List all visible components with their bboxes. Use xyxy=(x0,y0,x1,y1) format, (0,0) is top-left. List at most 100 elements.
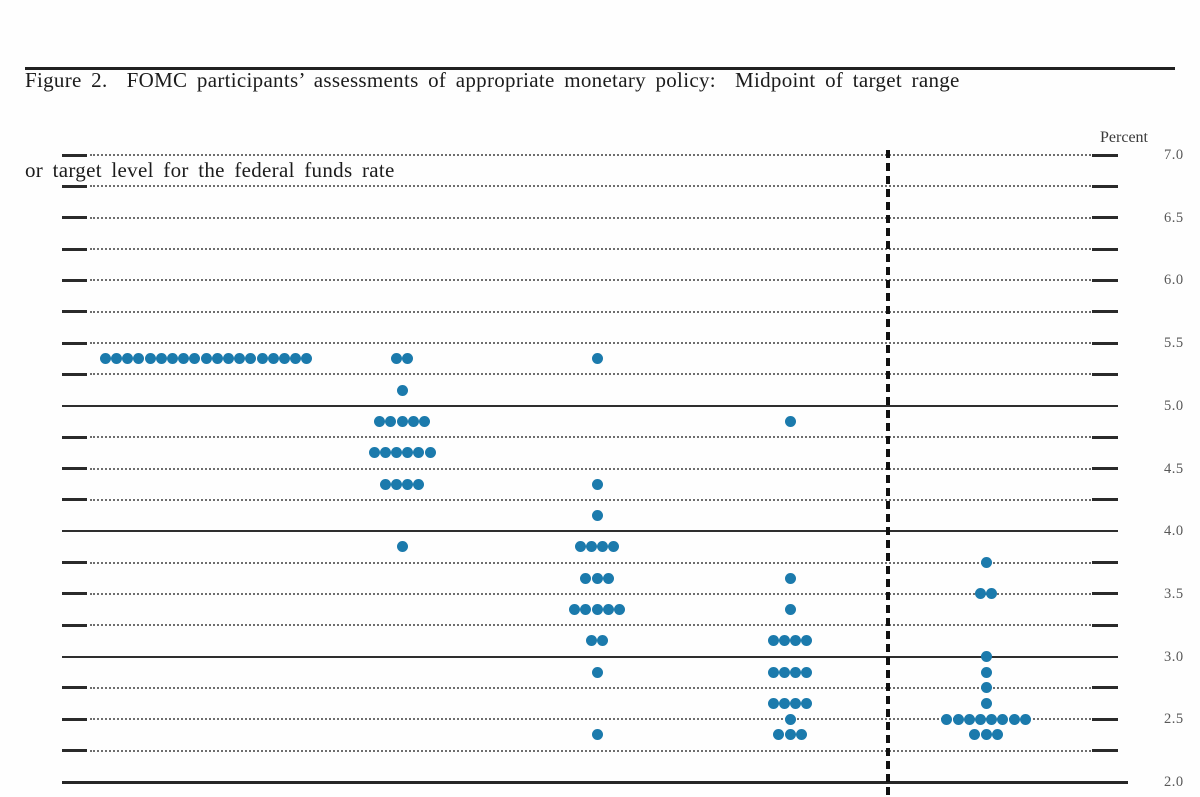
projection-dot xyxy=(189,353,201,365)
gridline-dotted xyxy=(90,467,1091,470)
gridline-dotted xyxy=(90,624,1091,627)
gridline-dotted xyxy=(90,185,1091,188)
title-rule xyxy=(25,67,1175,70)
projection-dot xyxy=(290,353,302,365)
projection-dot xyxy=(974,588,986,600)
projection-dot xyxy=(597,541,609,553)
projection-dot xyxy=(591,666,603,678)
projection-dot xyxy=(784,713,796,725)
axis-tick-right xyxy=(1092,686,1118,690)
axis-tick-right xyxy=(1092,435,1118,439)
y-axis-tick-label: 5.0 xyxy=(1164,397,1184,414)
projection-dot xyxy=(418,415,430,427)
projection-dot xyxy=(385,415,397,427)
projection-dot xyxy=(591,478,603,490)
gridline-dotted xyxy=(90,718,1091,721)
projection-dot xyxy=(986,588,998,600)
projection-dot xyxy=(602,604,614,616)
projection-dot xyxy=(980,698,992,710)
projection-dot xyxy=(413,447,425,459)
axis-tick-right xyxy=(1092,216,1118,220)
longer-run-separator xyxy=(886,150,890,797)
y-axis-tick-label: 4.5 xyxy=(1164,460,1184,477)
projection-dot xyxy=(790,635,802,647)
projection-dot xyxy=(591,572,603,584)
projection-dot xyxy=(778,635,790,647)
projection-dot xyxy=(211,353,223,365)
projection-dot xyxy=(155,353,167,365)
projection-dot xyxy=(396,541,408,553)
projection-dot xyxy=(374,415,386,427)
axis-tick-right xyxy=(1092,467,1118,470)
figure-title-line-2: or target level for the federal funds ra… xyxy=(25,158,395,182)
gridline-solid xyxy=(62,404,1118,407)
axis-tick-left xyxy=(62,216,87,220)
projection-dot xyxy=(591,353,603,365)
projection-dot xyxy=(997,713,1009,725)
projection-dot xyxy=(597,635,609,647)
projection-dot xyxy=(801,635,813,647)
projection-dot xyxy=(784,729,796,741)
projection-dot xyxy=(974,713,986,725)
gridline-dotted xyxy=(90,498,1091,501)
axis-tick-left xyxy=(62,372,87,376)
projection-dot xyxy=(591,729,603,741)
projection-dot xyxy=(790,666,802,678)
axis-tick-right xyxy=(1092,247,1118,251)
projection-dot xyxy=(767,698,779,710)
axis-tick-left xyxy=(62,278,87,282)
projection-dot xyxy=(245,353,257,365)
projection-dot xyxy=(379,447,391,459)
axis-tick-right xyxy=(1092,310,1118,314)
y-axis-tick-label: 3.5 xyxy=(1164,585,1184,602)
axis-tick-left xyxy=(62,623,87,627)
gridline-dotted xyxy=(90,310,1091,313)
figure-title: Figure 2. FOMC participants’ assessments… xyxy=(25,5,1185,245)
projection-dot xyxy=(773,729,785,741)
projection-dot xyxy=(784,415,796,427)
projection-dot xyxy=(1008,713,1020,725)
gridline-dotted xyxy=(90,686,1091,689)
y-axis-tick-label: 6.0 xyxy=(1164,272,1184,289)
projection-dot xyxy=(1019,713,1031,725)
projection-dot xyxy=(767,635,779,647)
axis-tick-right xyxy=(1092,372,1118,376)
y-axis-tick-label: 5.5 xyxy=(1164,335,1184,352)
projection-dot xyxy=(801,666,813,678)
axis-tick-right xyxy=(1092,498,1118,502)
projection-dot xyxy=(591,604,603,616)
gridline-dotted xyxy=(90,592,1091,595)
axis-tick-left xyxy=(62,153,87,157)
axis-tick-left xyxy=(62,310,87,314)
axis-tick-left xyxy=(62,498,87,502)
projection-dot xyxy=(234,353,246,365)
figure-title-line-1: Figure 2. FOMC participants’ assessments… xyxy=(25,68,960,92)
gridline-dotted xyxy=(90,342,1091,345)
y-axis-tick-label: 4.0 xyxy=(1164,523,1184,540)
axis-tick-right xyxy=(1092,278,1118,282)
projection-dot xyxy=(585,635,597,647)
projection-dot xyxy=(569,604,581,616)
gridline-dotted xyxy=(90,248,1091,251)
axis-tick-right xyxy=(1092,561,1118,565)
gridline-solid xyxy=(62,530,1118,533)
gridline-solid xyxy=(62,781,1128,784)
axis-tick-left xyxy=(62,592,87,596)
projection-dot xyxy=(390,353,402,365)
projection-dot xyxy=(980,682,992,694)
projection-dot xyxy=(591,510,603,522)
projection-dot xyxy=(166,353,178,365)
axis-tick-right xyxy=(1092,623,1118,627)
projection-dot xyxy=(402,353,414,365)
projection-dot xyxy=(407,415,419,427)
axis-tick-left xyxy=(62,435,87,439)
projection-dot xyxy=(200,353,212,365)
axis-tick-right xyxy=(1092,717,1118,721)
projection-dot xyxy=(222,353,234,365)
projection-dot xyxy=(602,572,614,584)
projection-dot xyxy=(580,604,592,616)
y-axis-tick-label: 7.0 xyxy=(1164,147,1184,163)
y-axis-tick-label: 3.0 xyxy=(1164,648,1184,665)
gridline-dotted xyxy=(90,373,1091,376)
